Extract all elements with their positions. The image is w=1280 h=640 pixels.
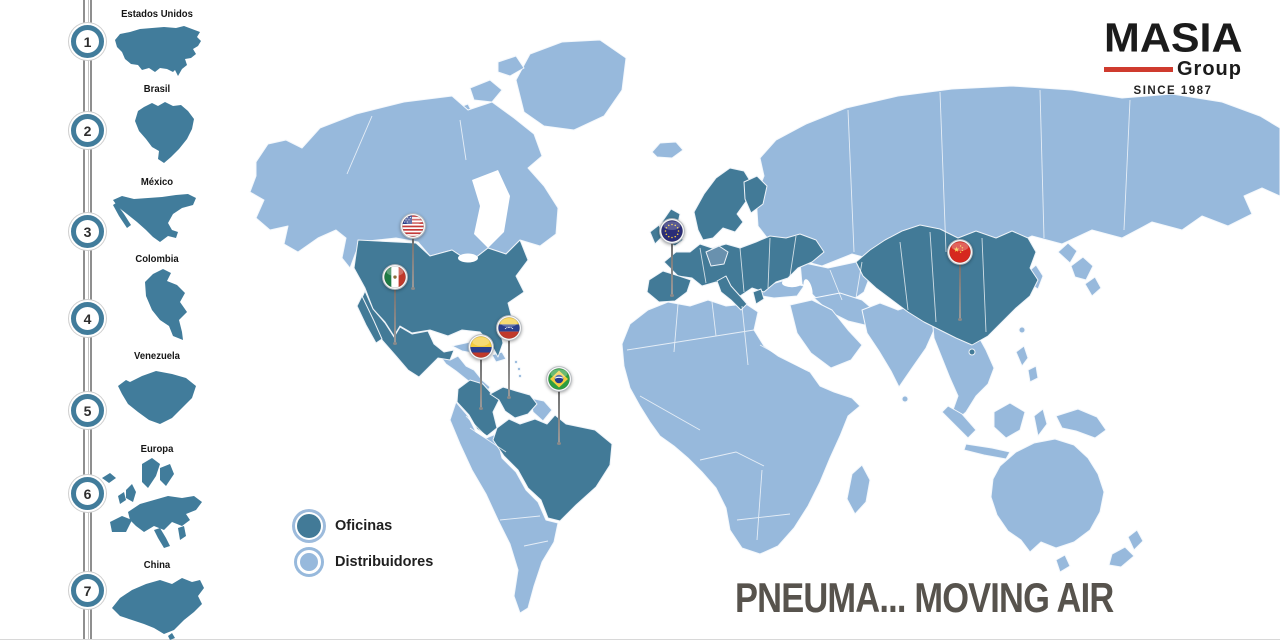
china-flag-pin (947, 239, 973, 265)
europe-silhouette (102, 458, 202, 548)
pin-stem (479, 356, 483, 410)
sidebar-label-venezuela: Venezuela (134, 351, 180, 362)
region-africa (621, 299, 861, 555)
number-label: 1 (83, 33, 92, 50)
map-pin-usa (400, 213, 426, 290)
region-brazil (492, 414, 613, 522)
region-tasmania (1055, 554, 1071, 573)
map-pin-europe (659, 218, 685, 297)
office-dot-icon (297, 514, 321, 538)
sidebar-label-europa: Europa (140, 444, 174, 455)
region-iceland (651, 141, 684, 159)
legend-label: Oficinas (335, 518, 393, 534)
map-pin-china (947, 239, 973, 321)
sidebar-label-usa: Estados Unidos (121, 9, 193, 20)
region-new-guinea (1055, 408, 1107, 439)
pin-stem (507, 337, 511, 399)
region-finland (743, 175, 768, 214)
pin-stem (393, 286, 397, 345)
region-arabia (789, 299, 863, 369)
pin-stem (958, 261, 962, 321)
number-label: 4 (83, 310, 92, 327)
region-scandinavia (693, 167, 753, 241)
distributor-regions (249, 39, 1280, 614)
map-pin-colombia (468, 334, 494, 410)
brazil-silhouette (135, 102, 194, 163)
logo-group-text: Group (1177, 58, 1242, 80)
eu-flag-pin (659, 218, 685, 244)
sidebar-label-mexico: México (140, 177, 174, 188)
pin-stem (411, 235, 415, 290)
distributor-dot-icon (297, 550, 321, 574)
sidebar-label-colombia: Colombia (135, 254, 179, 265)
region-italy (716, 275, 748, 311)
region-india (861, 302, 935, 388)
region-baja (356, 295, 383, 344)
sidebar-number-5: 5 (71, 394, 104, 427)
legend-label: Distribuidores (335, 554, 434, 570)
number-label: 5 (83, 402, 92, 419)
map-pin-mexico (382, 264, 408, 345)
great-lakes (458, 253, 478, 263)
region-indonesia (941, 405, 977, 439)
us-flag-pin (400, 213, 426, 239)
region-greenland (515, 39, 627, 131)
region-new-zealand (1127, 529, 1144, 551)
hudson-bay (472, 170, 510, 248)
pin-stem (670, 240, 674, 297)
region-iberia (646, 270, 692, 303)
sidebar-number-6: 6 (71, 477, 104, 510)
number-label: 6 (83, 485, 92, 502)
legend-item-distributors: Distribuidores (294, 550, 433, 574)
sidebar-number-3: 3 (71, 215, 104, 248)
country-borders (346, 89, 1131, 547)
venezuela-flag-pin (496, 315, 522, 341)
legend-item-offices: Oficinas (294, 514, 433, 538)
logo-brand-text: MASIA (1104, 15, 1243, 61)
map-pin-venezuela (496, 315, 522, 399)
sidebar-number-2: 2 (71, 114, 104, 147)
map-legend: Oficinas Distribuidores (294, 514, 433, 586)
region-germany (705, 245, 729, 267)
black-sea (782, 278, 802, 288)
china-silhouette (112, 578, 204, 640)
number-label: 2 (83, 122, 92, 139)
brazil-flag-pin (546, 366, 572, 392)
sidebar-label-china: China (143, 560, 171, 571)
venezuela-silhouette (118, 371, 196, 424)
mexico-silhouette (113, 194, 196, 242)
colombia-silhouette (145, 269, 187, 340)
colombia-flag-pin (468, 334, 494, 360)
usa-silhouette (115, 26, 201, 76)
number-label: 3 (83, 223, 92, 240)
region-greece (752, 288, 765, 305)
logo-since-text: SINCE 1987 (1133, 85, 1213, 97)
sidebar-number-4: 4 (71, 302, 104, 335)
region-australia (990, 438, 1105, 553)
sidebar-number-7: 7 (71, 574, 104, 607)
region-japan (1057, 242, 1078, 264)
tagline: PNEUMA... MOVING AIR (735, 574, 1114, 621)
masia-group-logo: MASIA Group SINCE 1987 (1104, 15, 1243, 97)
pin-stem (557, 388, 561, 445)
region-madagascar (846, 464, 871, 515)
map-pin-brazil (546, 366, 572, 445)
number-label: 7 (83, 582, 92, 599)
mexico-flag-pin (382, 264, 408, 290)
region-hainan (968, 348, 976, 356)
logo-red-line (1104, 67, 1173, 72)
sidebar-number-1: 1 (71, 25, 104, 58)
sidebar-label-brasil: Brasil (143, 84, 171, 95)
caspian-sea (803, 279, 813, 299)
region-philippines (1015, 345, 1029, 367)
